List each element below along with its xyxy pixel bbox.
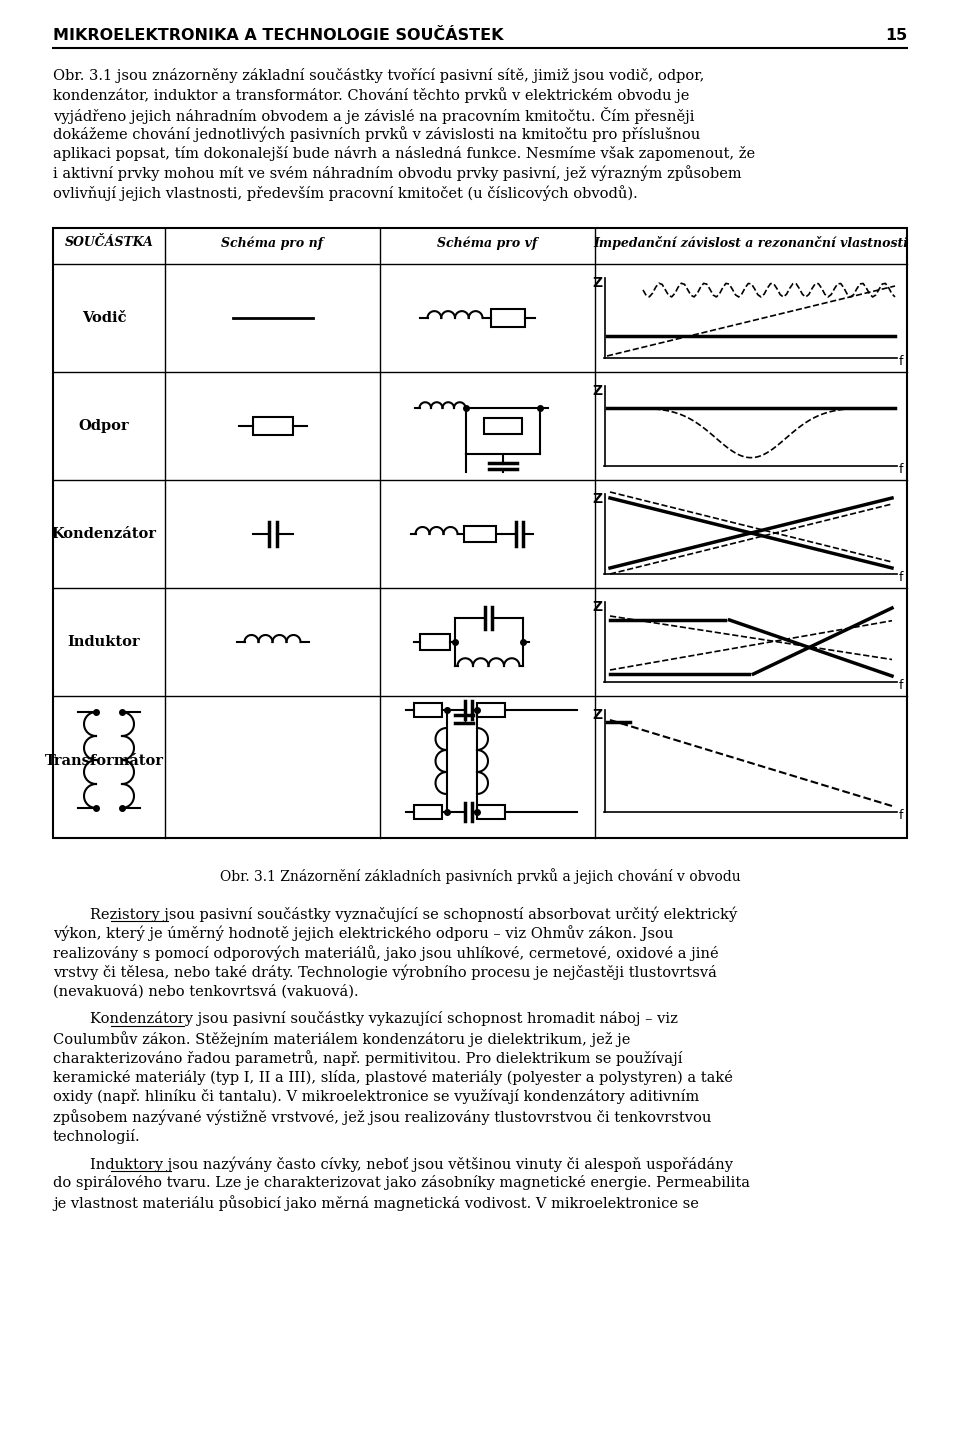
Text: 15: 15 bbox=[885, 29, 907, 43]
Text: Obr. 3.1 Znázornění základních pasivních prvků a jejich chování v obvodu: Obr. 3.1 Znázornění základních pasivních… bbox=[220, 867, 740, 885]
Text: do spirálového tvaru. Lze je charakterizovat jako zásobníky magnetické energie. : do spirálového tvaru. Lze je charakteriz… bbox=[53, 1176, 750, 1190]
Text: Transformátor: Transformátor bbox=[44, 755, 163, 767]
Text: Rezistory jsou pasivní součástky vyznačující se schopností absorbovat určitý ele: Rezistory jsou pasivní součástky vyznaču… bbox=[53, 906, 737, 922]
Bar bbox=[414, 703, 442, 717]
Text: Impedanční závislost a rezonanční vlastnosti: Impedanční závislost a rezonanční vlastn… bbox=[593, 236, 908, 250]
Text: je vlastnost materiálu působicí jako měrná magnetická vodivost. V mikroelektroni: je vlastnost materiálu působicí jako měr… bbox=[53, 1195, 699, 1210]
Bar bbox=[414, 805, 442, 819]
Text: výkon, který je úměrný hodnotě jejich elektrického odporu – viz Ohmův zákon. Jso: výkon, který je úměrný hodnotě jejich el… bbox=[53, 926, 673, 942]
Text: charakterizováno řadou parametrů, např. permitivitou. Pro dielektrikum se použív: charakterizováno řadou parametrů, např. … bbox=[53, 1050, 683, 1066]
Bar bbox=[477, 805, 505, 819]
Text: technologií.: technologií. bbox=[53, 1129, 140, 1143]
Text: Vodič: Vodič bbox=[82, 312, 127, 324]
Text: f: f bbox=[899, 809, 903, 822]
Text: f: f bbox=[899, 463, 903, 476]
Text: realizovány s pomocí odporových materiálů, jako jsou uhlíkové, cermetové, oxidov: realizovány s pomocí odporových materiál… bbox=[53, 945, 719, 960]
Text: MIKROELEKTRONIKA A TECHNOLOGIE SOUČÁSTEK: MIKROELEKTRONIKA A TECHNOLOGIE SOUČÁSTEK bbox=[53, 29, 503, 43]
Text: oxidy (např. hliníku či tantalu). V mikroelektronice se využívají kondenzátory a: oxidy (např. hliníku či tantalu). V mikr… bbox=[53, 1089, 699, 1105]
Text: Odpor: Odpor bbox=[79, 419, 130, 433]
Text: SOUČÁSTKA: SOUČÁSTKA bbox=[64, 236, 154, 249]
Bar bbox=[420, 634, 449, 650]
Text: f: f bbox=[899, 679, 903, 692]
Text: Kondenzátor: Kondenzátor bbox=[52, 527, 156, 542]
Bar bbox=[491, 309, 524, 327]
Text: Z: Z bbox=[592, 276, 602, 290]
Text: f: f bbox=[899, 354, 903, 369]
Text: Induktory jsou nazývány často cívky, neboť jsou většinou vinuty či alespoň uspoř: Induktory jsou nazývány často cívky, neb… bbox=[53, 1156, 733, 1172]
Text: aplikaci popsat, tím dokonalejší bude návrh a následná funkce. Nesmíme však zapo: aplikaci popsat, tím dokonalejší bude ná… bbox=[53, 146, 756, 161]
Text: i aktivní prvky mohou mít ve svém náhradním obvodu prvky pasivní, jež výrazným z: i aktivní prvky mohou mít ve svém náhrad… bbox=[53, 166, 742, 181]
Bar bbox=[477, 703, 505, 717]
Text: Schéma pro vf: Schéma pro vf bbox=[438, 236, 538, 250]
Text: Coulumbův zákon. Stěžejním materiálem kondenzátoru je dielektrikum, jež je: Coulumbův zákon. Stěžejním materiálem ko… bbox=[53, 1030, 631, 1047]
Text: Z: Z bbox=[592, 384, 602, 399]
Text: vyjádřeno jejich náhradním obvodem a je závislé na pracovním kmitočtu. Čím přesn: vyjádřeno jejich náhradním obvodem a je … bbox=[53, 107, 694, 124]
Text: Z: Z bbox=[592, 492, 602, 506]
Text: způsobem nazývané výstižně vrstvové, jež jsou realizovány tlustovrstvou či tenko: způsobem nazývané výstižně vrstvové, jež… bbox=[53, 1109, 711, 1125]
Text: Z: Z bbox=[592, 707, 602, 722]
Text: dokážeme chování jednotlivých pasivních prvků v závislosti na kmitočtu pro přísl: dokážeme chování jednotlivých pasivních … bbox=[53, 127, 700, 143]
Text: Kondenzátory jsou pasivní součástky vykazující schopnost hromadit náboj – viz: Kondenzátory jsou pasivní součástky vyka… bbox=[53, 1012, 678, 1026]
Text: Obr. 3.1 jsou znázorněny základní součástky tvořící pasivní sítě, jimiž jsou vod: Obr. 3.1 jsou znázorněny základní součás… bbox=[53, 69, 705, 83]
Text: keramické materiály (typ I, II a III), slída, plastové materiály (polyester a po: keramické materiály (typ I, II a III), s… bbox=[53, 1070, 732, 1085]
Bar bbox=[464, 526, 495, 542]
Text: Induktor: Induktor bbox=[68, 634, 140, 649]
Text: f: f bbox=[899, 572, 903, 584]
Text: kondenzátor, induktor a transformátor. Chování těchto prvků v elektrickém obvodu: kondenzátor, induktor a transformátor. C… bbox=[53, 87, 689, 103]
Text: Schéma pro nf: Schéma pro nf bbox=[222, 236, 324, 250]
Text: Z: Z bbox=[592, 600, 602, 614]
Bar bbox=[252, 417, 293, 434]
Text: ovlivňují jejich vlastnosti, především pracovní kmitočet (u číslicových obvodů).: ovlivňují jejich vlastnosti, především p… bbox=[53, 184, 637, 201]
Text: vrstvy či tělesa, nebo také dráty. Technologie výrobního procesu je nejčastěji t: vrstvy či tělesa, nebo také dráty. Techn… bbox=[53, 965, 717, 980]
Bar bbox=[484, 419, 521, 434]
Text: (nevakuová) nebo tenkovrtsvá (vakuová).: (nevakuová) nebo tenkovrtsvá (vakuová). bbox=[53, 985, 359, 999]
